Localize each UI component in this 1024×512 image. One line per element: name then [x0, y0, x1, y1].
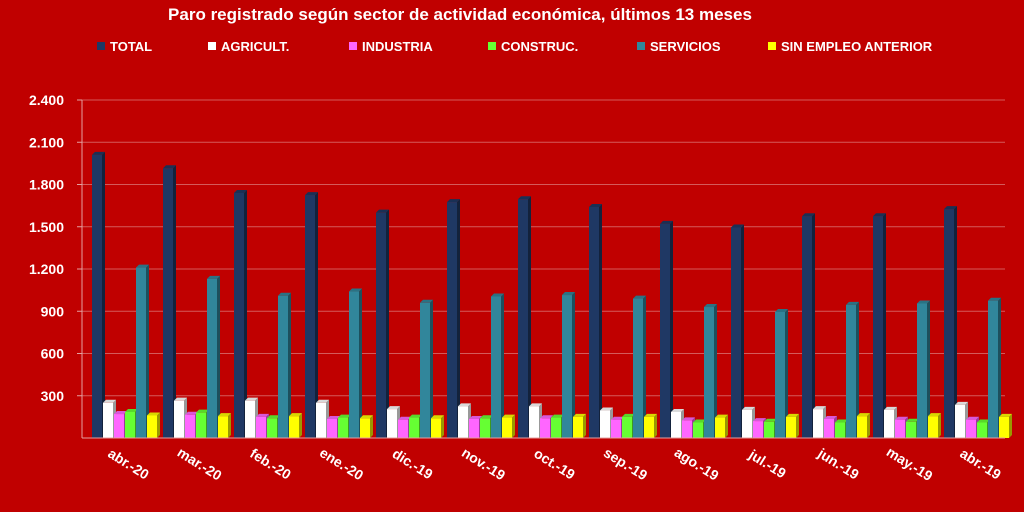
y-tick-label-6: 2.100	[29, 134, 64, 150]
bar-total-8	[660, 220, 673, 438]
bar-servicios-12	[988, 297, 1001, 438]
bars	[92, 151, 1012, 439]
x-tick-label-9: jul.-19	[745, 446, 789, 482]
x-tick-label-1: mar.-20	[175, 444, 225, 484]
bar-total-7	[589, 204, 602, 438]
bar-servicios-2	[278, 292, 291, 438]
bar-servicios-8	[704, 304, 717, 438]
legend-swatch-3	[488, 42, 496, 50]
x-tick-label-2: feb.-20	[247, 445, 294, 483]
chart-title: Paro registrado según sector de activida…	[168, 5, 752, 24]
y-tick-label-2: 900	[41, 303, 65, 319]
bar-total-2	[234, 189, 247, 438]
x-tick-label-10: jun.-19	[814, 444, 862, 482]
legend-swatch-2	[349, 42, 357, 50]
y-tick-label-7: 2.400	[29, 92, 64, 108]
bar-sin-empleo-anterior-7	[644, 413, 657, 438]
bar-servicios-3	[349, 288, 362, 438]
bar-servicios-5	[491, 293, 504, 438]
bar-servicios-0	[136, 264, 149, 438]
bar-servicios-6	[562, 292, 575, 438]
bar-sin-empleo-anterior-11	[928, 413, 941, 438]
y-tick-label-0: 300	[41, 388, 65, 404]
bar-sin-empleo-anterior-1	[218, 413, 231, 438]
legend-swatch-0	[97, 42, 105, 50]
bar-total-1	[163, 165, 176, 438]
bar-servicios-9	[775, 308, 788, 438]
x-axis: abr.-20 mar.-20 feb.-20 ene.-20 dic.-19 nov.-…	[82, 437, 1005, 484]
y-tick-label-3: 1.200	[29, 261, 64, 277]
legend-swatch-4	[637, 42, 645, 50]
bar-sin-empleo-anterior-4	[431, 415, 444, 438]
x-tick-label-0: abr.-20	[105, 445, 152, 483]
bar-total-3	[305, 192, 318, 438]
bar-sin-empleo-anterior-6	[573, 413, 586, 438]
bar-sin-empleo-anterior-0	[147, 412, 160, 438]
legend-label-4: SERVICIOS	[650, 39, 721, 54]
bar-total-11	[873, 213, 886, 438]
bar-servicios-11	[917, 300, 930, 438]
x-tick-label-6: oct.-19	[531, 445, 578, 483]
bar-sin-empleo-anterior-8	[715, 414, 728, 438]
y-axis: 300 600 900 1.200 1.500 1.800 2.100 2.400	[29, 92, 83, 438]
bar-sin-empleo-anterior-12	[999, 413, 1012, 438]
bar-servicios-7	[633, 295, 646, 438]
bar-total-12	[944, 206, 957, 438]
x-tick-label-3: ene.-20	[317, 444, 367, 483]
bar-sin-empleo-anterior-10	[857, 413, 870, 438]
bar-sin-empleo-anterior-5	[502, 414, 515, 438]
legend-swatch-1	[208, 42, 216, 50]
y-tick-label-5: 1.800	[29, 177, 64, 193]
legend-label-3: CONSTRUC.	[501, 39, 578, 54]
x-tick-label-12: abr.-19	[957, 445, 1004, 483]
bar-total-10	[802, 213, 815, 438]
bar-sin-empleo-anterior-9	[786, 413, 799, 438]
bar-total-6	[518, 196, 531, 438]
bar-sin-empleo-anterior-3	[360, 415, 373, 438]
legend: TOTAL AGRICULT. INDUSTRIA CONSTRUC. SERVICIO…	[97, 39, 933, 54]
legend-label-5: SIN EMPLEO ANTERIOR	[781, 39, 933, 54]
legend-label-2: INDUSTRIA	[362, 39, 433, 54]
bar-servicios-4	[420, 299, 433, 438]
bar-total-9	[731, 224, 744, 438]
bar-total-5	[447, 199, 460, 438]
gridlines	[82, 99, 1005, 397]
bar-total-0	[92, 151, 105, 439]
legend-label-1: AGRICULT.	[221, 39, 289, 54]
legend-label-0: TOTAL	[110, 39, 152, 54]
bar-sin-empleo-anterior-2	[289, 413, 302, 438]
legend-swatch-5	[768, 42, 776, 50]
y-tick-label-4: 1.500	[29, 219, 64, 235]
x-tick-label-11: may.-19	[884, 443, 936, 484]
bar-servicios-1	[207, 275, 220, 438]
x-tick-label-7: sep.-19	[601, 444, 651, 483]
y-tick-label-1: 600	[41, 346, 65, 362]
x-tick-label-4: dic.-19	[390, 445, 436, 482]
x-tick-label-8: ago.-19	[672, 444, 722, 484]
bar-total-4	[376, 209, 389, 438]
bar-servicios-10	[846, 301, 859, 438]
x-tick-label-5: nov.-19	[459, 444, 508, 483]
